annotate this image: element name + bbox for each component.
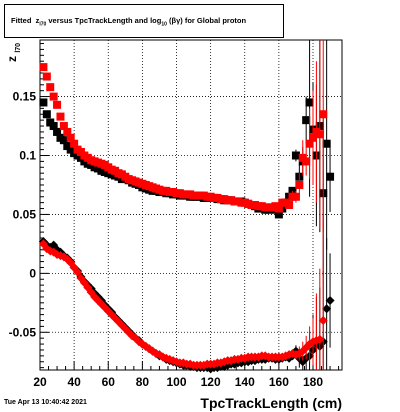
x-tick-label: 20 — [33, 375, 47, 389]
data-point-square — [63, 127, 72, 136]
title-tail: (βγ) for Global proton — [169, 16, 247, 25]
title-z: z — [35, 16, 40, 25]
chart-title: Fitted zl70 versus TpcTrackLength and lo… — [11, 16, 246, 28]
grid-lines — [40, 40, 342, 370]
data-point-square — [308, 133, 317, 142]
data-point-square — [46, 83, 55, 92]
data-point-square — [59, 136, 68, 145]
x-tick-label: 100 — [166, 375, 186, 389]
axis-ticks: 20 40 60 80 100 120 140 160 180 -0.05 0 0.05 0.1 0.15 — [9, 43, 340, 389]
data-point-diamond — [59, 252, 69, 262]
title-z-sub: l70 — [39, 21, 47, 28]
title-prefix: Fitted — [11, 16, 32, 25]
data-point-square — [42, 72, 51, 81]
data-point-diamond — [325, 295, 335, 305]
data-point-diamond — [318, 316, 328, 325]
y-tick-label: 0.1 — [19, 149, 36, 163]
data-point-square — [305, 139, 314, 148]
y-tick-label: -0.05 — [9, 325, 37, 339]
x-axis-label: TpcTrackLength (cm) — [200, 395, 342, 411]
plot-frame — [39, 39, 343, 371]
data-point-square — [42, 110, 51, 119]
x-tick-label: 160 — [269, 375, 289, 389]
data-point-square — [274, 204, 283, 213]
data-point-square — [315, 130, 324, 139]
data-point-square — [66, 133, 75, 142]
data-point-square — [319, 110, 328, 119]
data-point-square — [302, 116, 311, 125]
data-point-square — [53, 127, 62, 136]
data-point-square — [39, 98, 48, 107]
data-point-square — [285, 201, 294, 209]
x-tick-label: 80 — [136, 375, 150, 389]
data-point-diamond — [322, 304, 332, 314]
y-axis-subscript: l70 — [15, 43, 22, 53]
y-axis-label: z l70 — [5, 43, 22, 62]
x-tick-label: 60 — [102, 375, 116, 389]
data-point-square — [326, 172, 335, 181]
data-point-square — [274, 210, 283, 219]
data-point-diamond — [73, 267, 83, 277]
y-tick-label: 0 — [29, 266, 36, 280]
y-tick-label: 0.05 — [13, 207, 37, 221]
title-mid: versus TpcTrackLength and log — [48, 16, 162, 25]
x-tick-label: 180 — [303, 375, 323, 389]
data-point-square — [53, 100, 62, 109]
x-tick-label: 120 — [201, 375, 221, 389]
y-axis-letter: z — [5, 56, 19, 62]
data-point-square — [305, 98, 314, 107]
data-point-square — [322, 139, 331, 148]
data-point-square — [295, 180, 304, 189]
data-point-square — [291, 192, 300, 201]
data-point-square — [49, 122, 58, 131]
x-tick-label: 140 — [235, 375, 255, 389]
data-marks — [38, 40, 335, 374]
y-tick-label: 0.15 — [13, 90, 37, 104]
title-log-sub: 10 — [161, 21, 167, 28]
data-point-square — [70, 139, 79, 148]
data-point-square — [59, 122, 68, 131]
data-point-square — [39, 63, 48, 72]
data-point-square — [302, 157, 311, 166]
title-box: Fitted zl70 versus TpcTrackLength and lo… — [4, 4, 284, 38]
data-point-square — [56, 112, 65, 121]
data-point-diamond — [315, 334, 325, 344]
data-point-square — [49, 92, 58, 101]
svg-text:z l70: z l70 — [5, 43, 22, 62]
data-point-square — [291, 151, 300, 160]
timestamp-footer: Tue Apr 13 10:40:42 2021 — [4, 399, 87, 406]
x-tick-label: 40 — [67, 375, 81, 389]
